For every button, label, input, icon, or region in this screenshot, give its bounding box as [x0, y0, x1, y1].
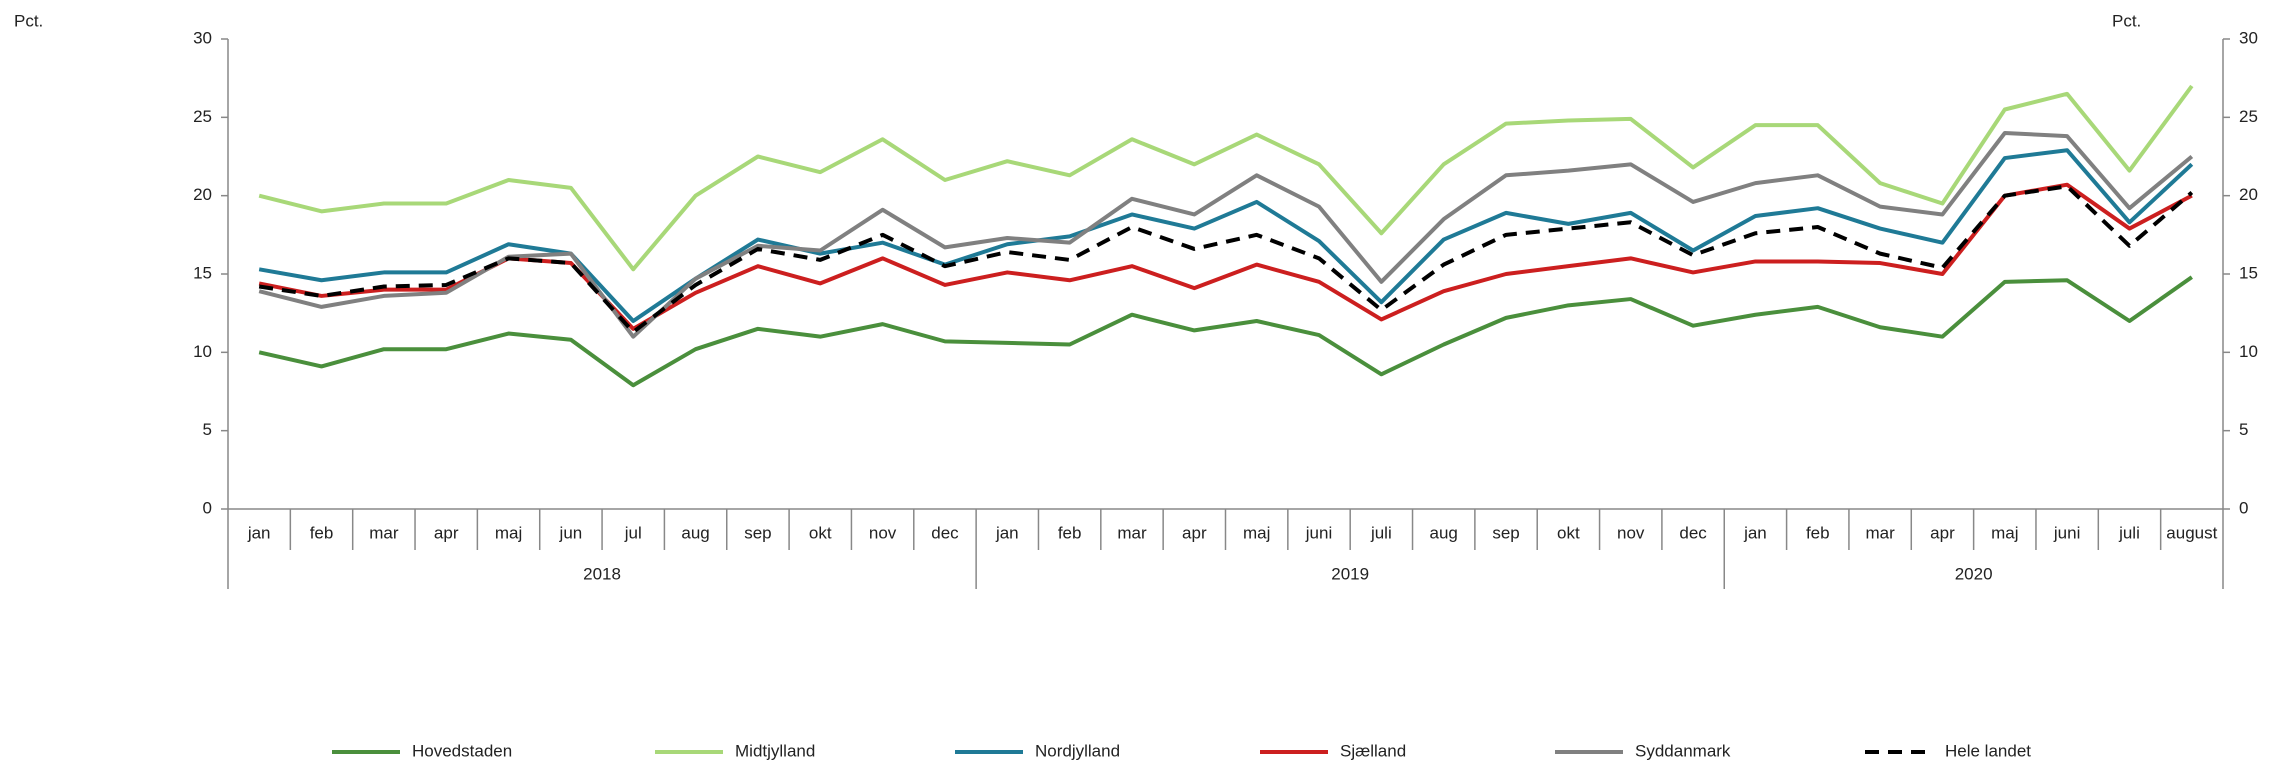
y2-tick-label: 0 [2239, 498, 2248, 517]
x-tick-label: juli [2118, 523, 2140, 542]
series-line [258, 84, 2194, 272]
y-axis-label: Pct. [14, 11, 43, 30]
y2-tick-label: 25 [2239, 107, 2258, 126]
series-line [258, 131, 2194, 339]
y-tick-label: 30 [193, 28, 212, 47]
x-tick-label: okt [1557, 523, 1580, 542]
x-tick-label: aug [1430, 523, 1458, 542]
y2-axis-label: Pct. [2112, 11, 2141, 30]
x-tick-label: feb [1806, 523, 1830, 542]
x-tick-label: dec [931, 523, 959, 542]
x-tick-label: sep [1492, 523, 1519, 542]
y-tick-label: 5 [203, 420, 212, 439]
x-tick-label: juni [2053, 523, 2080, 542]
x-group-label: 2020 [1955, 564, 1993, 583]
series-line [258, 148, 2194, 323]
series-line [258, 275, 2193, 388]
legend-label: Nordjylland [1035, 741, 1120, 760]
x-tick-label: okt [809, 523, 832, 542]
x-tick-label: feb [310, 523, 334, 542]
y-tick-label: 25 [193, 107, 212, 126]
y-tick-label: 10 [193, 342, 212, 361]
x-tick-label: mar [369, 523, 399, 542]
x-group-label: 2019 [1331, 564, 1369, 583]
y-tick-label: 15 [193, 263, 212, 282]
x-tick-label: nov [869, 523, 897, 542]
x-tick-label: dec [1679, 523, 1707, 542]
y2-tick-label: 20 [2239, 185, 2258, 204]
legend-label: Hovedstaden [412, 741, 512, 760]
legend-label: Midtjylland [735, 741, 815, 760]
x-tick-label: jul [624, 523, 642, 542]
y2-tick-label: 10 [2239, 342, 2258, 361]
x-tick-label: jan [995, 523, 1019, 542]
y2-tick-label: 30 [2239, 28, 2258, 47]
x-tick-label: august [2166, 523, 2217, 542]
x-tick-label: feb [1058, 523, 1082, 542]
x-tick-label: apr [434, 523, 459, 542]
y2-tick-label: 15 [2239, 263, 2258, 282]
x-tick-label: nov [1617, 523, 1645, 542]
legend-label: Hele landet [1945, 741, 2031, 760]
x-tick-label: maj [1991, 523, 2018, 542]
x-tick-label: sep [744, 523, 771, 542]
legend-label: Syddanmark [1635, 741, 1731, 760]
x-tick-label: jan [247, 523, 271, 542]
x-tick-label: mar [1865, 523, 1895, 542]
x-tick-label: apr [1182, 523, 1207, 542]
x-tick-label: jun [559, 523, 583, 542]
x-tick-label: maj [1243, 523, 1270, 542]
y-tick-label: 0 [203, 498, 212, 517]
legend-label: Sjælland [1340, 741, 1406, 760]
x-group-label: 2018 [583, 564, 621, 583]
x-tick-label: apr [1930, 523, 1955, 542]
x-tick-label: aug [681, 523, 709, 542]
x-tick-label: juli [1370, 523, 1392, 542]
y2-tick-label: 5 [2239, 420, 2248, 439]
x-tick-label: mar [1117, 523, 1147, 542]
x-tick-label: maj [495, 523, 522, 542]
series-line [258, 184, 2194, 334]
x-tick-label: juni [1305, 523, 1332, 542]
x-tick-label: jan [1743, 523, 1767, 542]
y-tick-label: 20 [193, 185, 212, 204]
